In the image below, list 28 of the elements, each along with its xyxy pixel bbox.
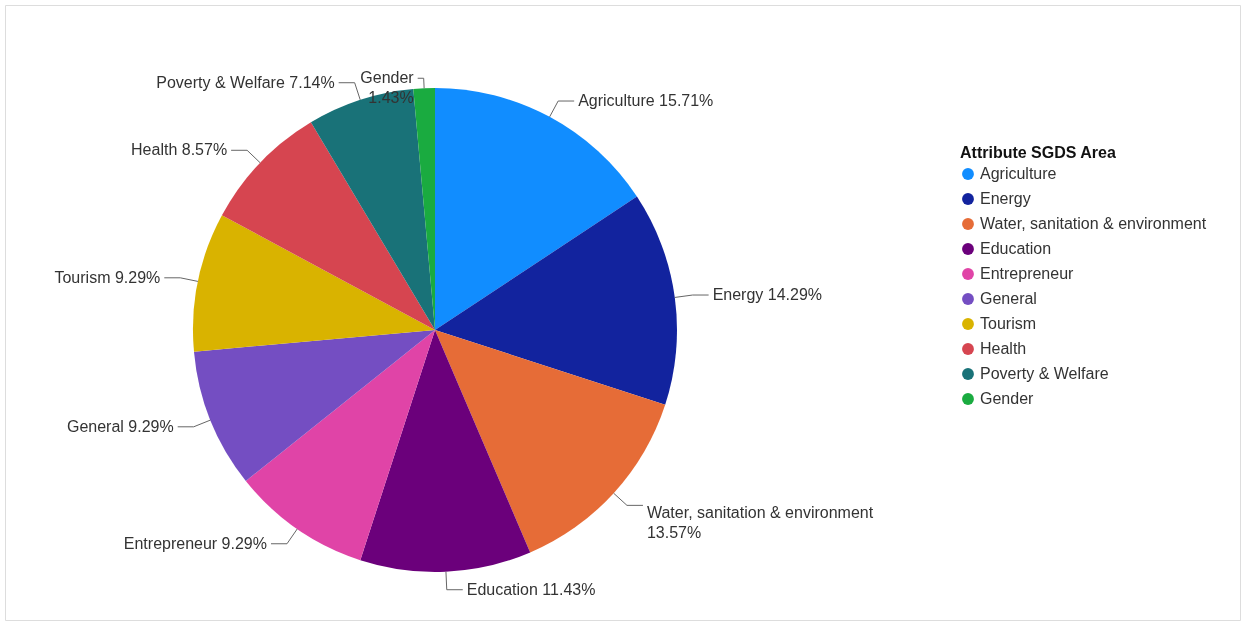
legend-label: General <box>980 290 1037 307</box>
slice-label: Gender <box>360 69 415 87</box>
category-label: General 9.29% <box>66 417 174 435</box>
legend-label: Health <box>980 340 1027 357</box>
legend-label: Water, sanitation & environment <box>980 215 1207 232</box>
pie-slice <box>435 196 677 405</box>
legend-title: Attribute SGDS Area <box>960 144 1116 161</box>
pie-slice <box>310 88 435 330</box>
category-label: Education 11.43% <box>466 580 596 598</box>
category-label: Health 8.57% <box>131 141 228 159</box>
legend-label: Education <box>980 240 1052 257</box>
legend-label: Poverty & Welfare <box>980 365 1109 382</box>
category-label: Tourism 9.29% <box>54 268 161 286</box>
category-label: Energy 14.29% <box>712 286 823 304</box>
pie-slice <box>193 215 435 352</box>
legend-label: Tourism <box>980 315 1037 332</box>
data-label: 13.57% <box>646 524 702 542</box>
slice-label: Water, sanitation & environment <box>646 504 874 522</box>
pie-slice <box>360 330 531 572</box>
category-label: Poverty & Welfare 7.14% <box>156 73 335 91</box>
legend-label: Gender <box>980 390 1035 407</box>
legend-label: Energy <box>980 190 1031 207</box>
legend-label: Entrepreneur <box>980 265 1075 282</box>
legend-label: Agriculture <box>980 165 1057 182</box>
category-label: Agriculture 15.71% <box>578 92 714 110</box>
data-label: 1.43% <box>368 89 414 107</box>
pie-slice <box>193 330 435 481</box>
category-label: Entrepreneur 9.29% <box>123 534 267 552</box>
